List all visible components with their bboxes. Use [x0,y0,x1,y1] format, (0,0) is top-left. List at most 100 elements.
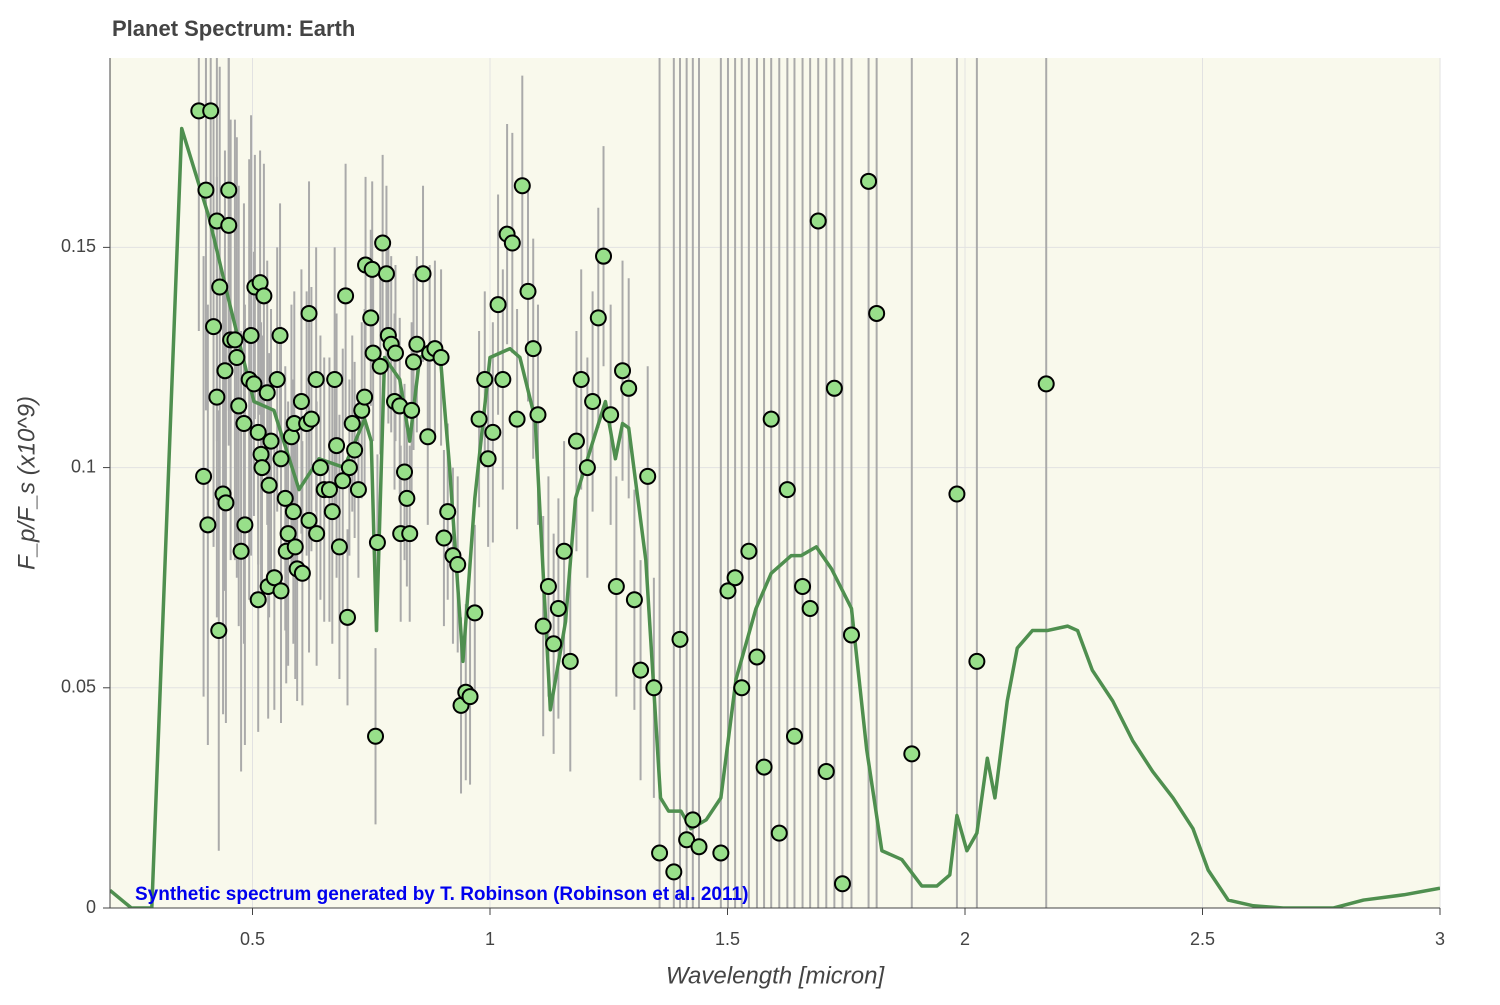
data-point [561,652,579,670]
data-point [230,397,248,415]
data-point [785,727,803,745]
x-tick-label: 1.5 [715,929,740,949]
data-point [578,459,596,477]
y-tick-label: 0.1 [71,456,96,476]
data-point [401,525,419,543]
data-point [300,511,318,529]
data-point [801,600,819,618]
data-point [549,600,567,618]
data-point [364,344,382,362]
x-tick-label: 0.5 [240,929,265,949]
data-point [368,533,386,551]
data-point [292,393,310,411]
data-point [419,428,437,446]
data-point [719,582,737,600]
data-point [272,450,290,468]
x-tick-label: 2.5 [1190,929,1215,949]
data-point [356,388,374,406]
data-point [408,335,426,353]
data-point [211,278,229,296]
data-point [245,375,263,393]
data-point [272,582,290,600]
data-point [293,564,311,582]
data-point [519,282,537,300]
data-point [414,265,432,283]
data-point [439,503,457,521]
data-point [589,309,607,327]
data-point [228,348,246,366]
data-point [435,529,453,547]
data-point [371,357,389,375]
data-point [690,838,708,856]
data-point [367,727,385,745]
y-tick-label: 0 [86,897,96,917]
data-point [311,459,329,477]
data-point [271,326,289,344]
data-point [377,265,395,283]
data-point [1037,375,1055,393]
data-point [494,371,512,389]
data-point [284,503,302,521]
data-point [602,406,620,424]
data-point [226,331,244,349]
data-point [326,371,344,389]
data-point [363,260,381,278]
data-point [220,181,238,199]
data-point [249,423,267,441]
data-point [340,459,358,477]
data-point [968,652,986,670]
data-point [534,617,552,635]
data-point [513,177,531,195]
data-point [726,569,744,587]
data-point [842,626,860,644]
data-point [665,863,683,881]
x-tick-label: 3 [1435,929,1445,949]
data-point [770,824,788,842]
model-line [110,126,1440,908]
data-point [595,247,613,265]
data-point [232,542,250,560]
data-point [712,844,730,862]
data-point [755,758,773,776]
data-point [235,415,253,433]
data-point [339,608,356,626]
data-point [476,371,494,389]
data-point [470,410,488,428]
data-point [258,384,276,402]
data-point [762,410,780,428]
data-point [740,542,758,560]
data-point [302,410,320,428]
data-point [260,476,278,494]
data-point [529,406,547,424]
y-tick-label: 0.15 [61,236,96,256]
data-point [524,340,542,358]
data-point [199,516,217,534]
data-point [572,371,590,389]
data-point [286,538,304,556]
data-point [539,577,557,595]
data-point [671,630,689,648]
data-point [300,304,318,322]
y-tick-label: 0.05 [61,677,96,697]
data-point [632,661,650,679]
data-point [328,437,346,455]
data-point [733,679,751,697]
chart-title: Planet Spectrum: Earth [112,16,355,41]
data-point [265,569,283,587]
data-point [651,844,669,862]
data-point [202,102,220,120]
data-point [343,415,361,433]
data-point [307,371,325,389]
data-point [253,459,271,477]
data-point [208,388,226,406]
data-point [620,379,638,397]
data-point [833,875,851,893]
data-point [794,577,812,595]
data-point [362,309,380,327]
data-point [276,489,294,507]
data-point [584,393,602,411]
data-point [330,538,348,556]
data-point [268,371,286,389]
data-point [262,432,280,450]
